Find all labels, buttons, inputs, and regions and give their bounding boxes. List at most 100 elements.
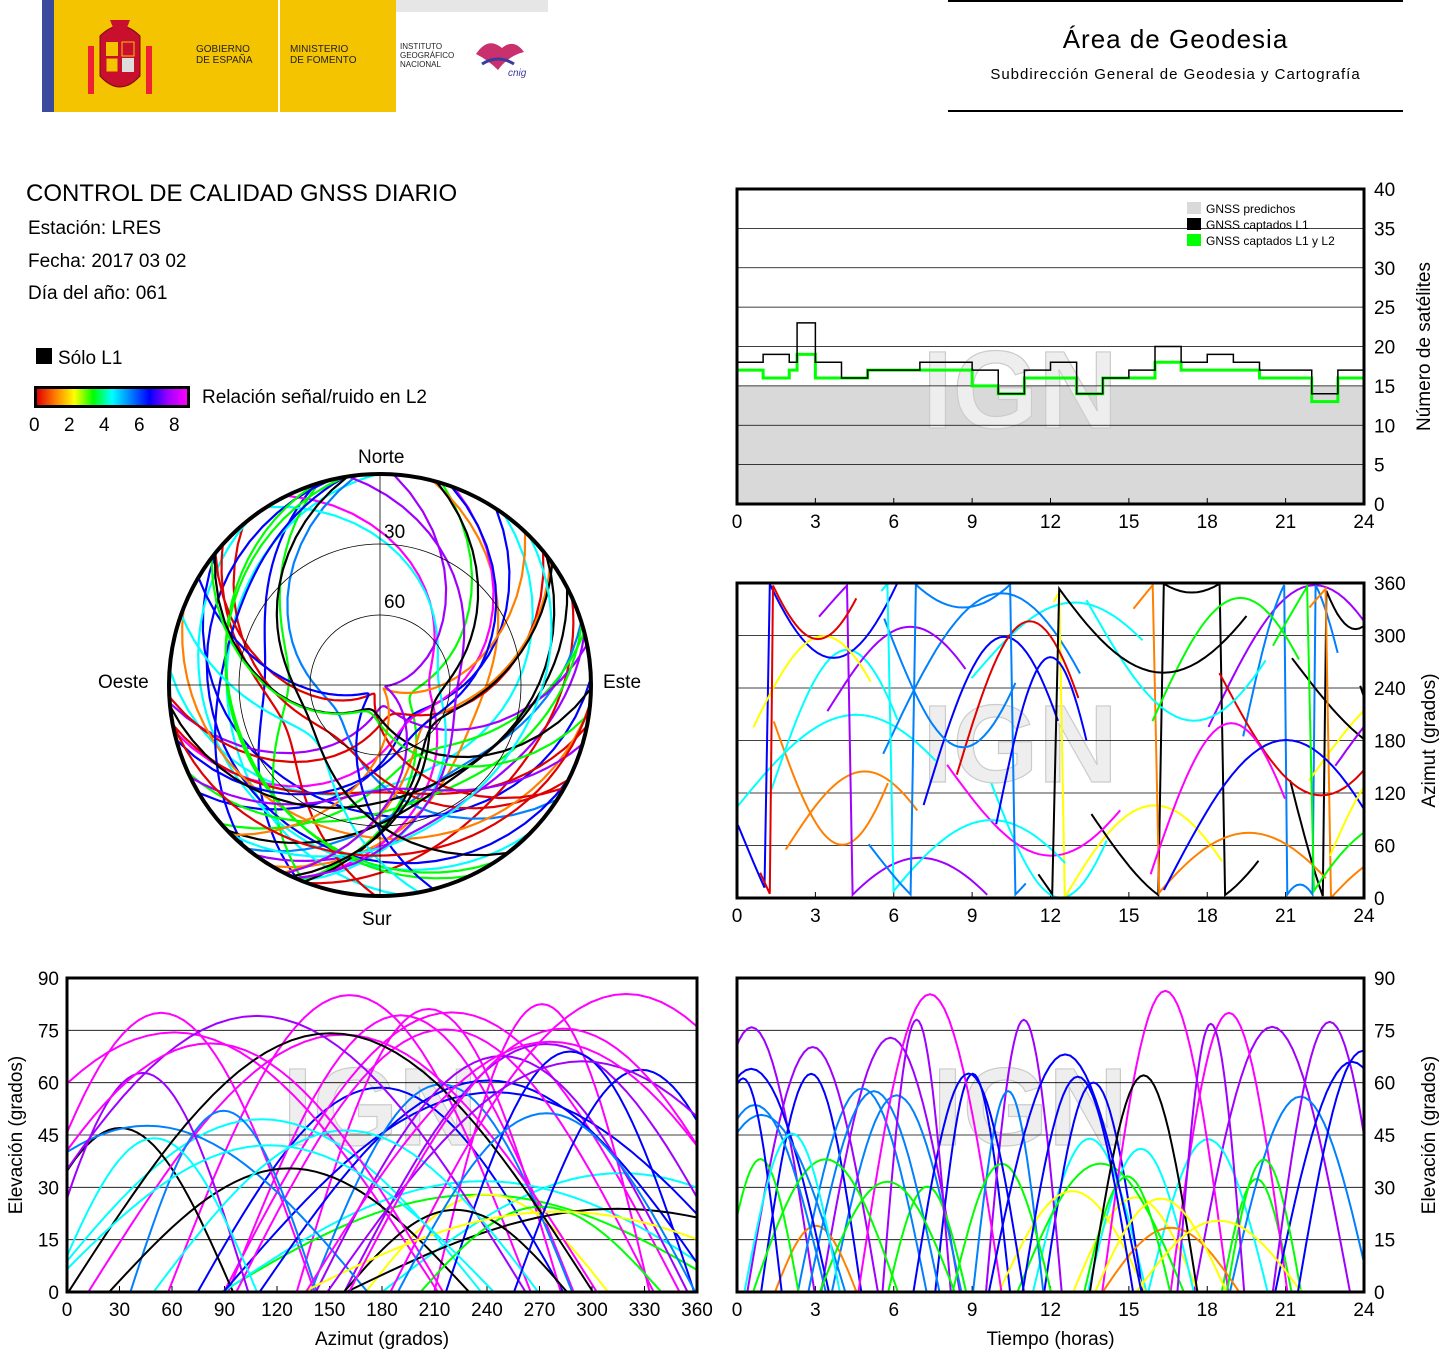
elevation-track [348, 1027, 697, 1292]
snr-tick: 0 [29, 415, 40, 436]
x-tick-label: 18 [1197, 512, 1218, 533]
elevation-track [295, 1007, 562, 1292]
y-tick-label: 120 [1374, 784, 1406, 805]
series-gnss-captados-l1 [737, 322, 1365, 395]
elevation-time-track [881, 1018, 952, 1292]
sky-track [171, 703, 591, 857]
elevation-time-track [1193, 1025, 1351, 1292]
elevation-track [67, 1011, 316, 1292]
x-tick-label: 3 [810, 1300, 821, 1321]
azimuth-track [1052, 588, 1223, 898]
y-axis-label: Azimut (grados) [1419, 673, 1440, 807]
azimuth-track [1242, 584, 1339, 898]
elevation-time-track [752, 1158, 899, 1292]
y-tick-label: 20 [1374, 338, 1395, 359]
snr-tick: 8 [169, 415, 180, 436]
elevation-time-track [857, 993, 1003, 1292]
elevation-time-track [1271, 1020, 1364, 1292]
legend-label: GNSS predichos [1206, 202, 1295, 216]
elevation-track [326, 1060, 697, 1292]
header-logos: GOBIERNO DE ESPAÑA MINISTERIO DE FOMENTO I… [42, 0, 548, 112]
only-l1-label: Sólo L1 [58, 348, 123, 369]
series-gnss-predichos [737, 385, 1364, 504]
y-tick-label: 30 [1374, 259, 1395, 280]
elevation-track [227, 1014, 575, 1292]
snr-tick: 2 [64, 415, 75, 436]
y-tick-label: 5 [1374, 456, 1385, 477]
elevation-track [364, 1193, 609, 1292]
sky-track [210, 557, 590, 768]
x-tick-label: 6 [888, 906, 899, 927]
y-tick-label: 30 [38, 1178, 59, 1199]
azimuth-track [772, 721, 889, 846]
snr-tick: 4 [99, 415, 110, 436]
azimuth-track [1218, 672, 1364, 797]
ring-label-30: 30 [384, 522, 405, 543]
legend-swatch [1187, 218, 1201, 230]
x-tick-label: 21 [1275, 906, 1296, 927]
x-tick-label: 18 [1197, 906, 1218, 927]
y-tick-label: 15 [38, 1231, 59, 1252]
elevation-track [67, 1144, 495, 1292]
elevation-time-track [737, 1077, 783, 1292]
azimuth-track [1308, 586, 1364, 898]
y-tick-label: 90 [38, 969, 59, 990]
ign-watermark: IGN [282, 1046, 478, 1169]
sky-track [175, 485, 498, 796]
sky-track [300, 482, 474, 882]
x-tick-label: 3 [810, 512, 821, 533]
ring-label-60: 60 [384, 592, 405, 613]
elevation-time-track [1135, 1219, 1303, 1292]
svg-text:cnig: cnig [508, 68, 527, 79]
x-tick-label: 15 [1118, 906, 1139, 927]
azimuth-track [1289, 590, 1364, 897]
plot-frame [735, 187, 1366, 506]
azimuth-track [946, 764, 1121, 857]
elevation-track [129, 1109, 318, 1292]
sky-track [189, 743, 584, 806]
azimuth-track [1207, 584, 1364, 728]
y-tick-label: 90 [1374, 969, 1395, 990]
x-tick-label: 30 [109, 1300, 130, 1321]
y-tick-label: 0 [1374, 1283, 1385, 1304]
elevation-azimuth-chart: IGN 0 15 30 45 60 75 90 0 30 60 90 120 150 180 210 240 27… [6, 969, 713, 1350]
elevation-track [419, 1205, 663, 1292]
azimuth-track [922, 635, 1059, 806]
elevation-track [67, 1032, 594, 1292]
legend-label: GNSS captados L1 [1206, 218, 1309, 232]
skyplot-east-label: Este [603, 672, 641, 693]
y-tick-label: 45 [38, 1126, 59, 1147]
x-tick-label: 0 [732, 906, 743, 927]
azimuth-track [1090, 583, 1260, 898]
sky-track [224, 476, 495, 874]
x-tick-label: 0 [62, 1300, 73, 1321]
azimuth-track [826, 625, 967, 712]
elevation-time-track [1176, 1022, 1246, 1292]
only-l1-swatch [36, 348, 52, 364]
azimuth-track [883, 618, 1017, 749]
ign-watermark: IGN [922, 329, 1118, 452]
sky-track [169, 554, 556, 810]
x-tick-label: 210 [419, 1300, 451, 1321]
elevation-time-track [737, 1067, 830, 1292]
x-tick-label: 12 [1040, 1300, 1061, 1321]
y-tick-label: 75 [38, 1021, 59, 1042]
y-tick-label: 45 [1374, 1126, 1395, 1147]
area-geodesia-header: Área de Geodesia Subdirección General de… [948, 0, 1403, 112]
sky-track [275, 475, 508, 857]
sky-track [303, 563, 554, 883]
sky-track [246, 621, 583, 853]
y-tick-label: 40 [1374, 180, 1395, 201]
x-tick-label: 240 [471, 1300, 503, 1321]
x-tick-label: 90 [214, 1300, 235, 1321]
doy-label: Día del año: 061 [28, 283, 168, 304]
x-tick-label: 9 [967, 906, 978, 927]
x-tick-label: 24 [1353, 512, 1375, 533]
x-tick-label: 3 [810, 906, 821, 927]
x-tick-label: 180 [366, 1300, 398, 1321]
x-tick-label: 6 [888, 1300, 899, 1321]
x-tick-label: 360 [681, 1300, 713, 1321]
plot-frame [65, 976, 699, 1294]
x-tick-label: 24 [1353, 1300, 1375, 1321]
